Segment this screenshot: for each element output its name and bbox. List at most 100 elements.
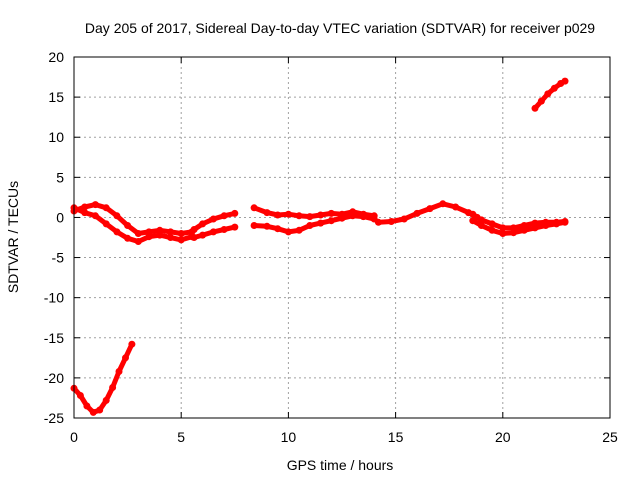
series-trace <box>71 202 195 236</box>
data-point <box>250 222 258 229</box>
data-point <box>76 392 84 399</box>
x-tick-label: 20 <box>495 429 511 445</box>
data-point <box>209 228 217 236</box>
data-point <box>306 213 314 221</box>
data-point <box>263 222 271 230</box>
y-tick-label: 5 <box>56 169 64 185</box>
plot-frame <box>73 56 611 419</box>
data-point <box>295 212 303 220</box>
data-point <box>145 228 153 236</box>
data-point <box>359 213 367 221</box>
x-tick-label: 0 <box>70 429 78 445</box>
y-tick-label: 20 <box>48 49 64 65</box>
data-point <box>544 90 552 98</box>
data-point <box>134 238 142 245</box>
data-point <box>387 218 395 225</box>
data-point <box>167 234 174 241</box>
y-axis-ticks: -25 -20 -15 -10 -5 0 5 10 15 20 <box>44 49 610 426</box>
data-point <box>306 222 314 229</box>
data-point <box>220 212 228 220</box>
y-tick-label: 10 <box>48 129 64 145</box>
data-point <box>231 209 239 217</box>
data-point <box>102 396 110 404</box>
data-point <box>413 209 421 217</box>
data-point <box>510 224 517 232</box>
data-point <box>134 230 142 237</box>
data-point <box>274 211 282 219</box>
data-point <box>209 215 217 223</box>
data-point <box>122 354 129 362</box>
data-point <box>531 219 539 227</box>
data-point <box>542 222 550 229</box>
data-point <box>102 220 110 228</box>
data-point <box>190 226 198 233</box>
data-point <box>81 209 89 217</box>
data-point <box>284 210 292 218</box>
x-tick-label: 5 <box>177 429 185 445</box>
data-point <box>113 228 121 236</box>
data-point <box>561 218 569 226</box>
data-point <box>263 209 271 217</box>
data-point <box>477 222 485 229</box>
data-point <box>124 234 132 242</box>
data-point <box>520 222 528 229</box>
data-point <box>177 230 185 237</box>
x-axis-label: GPS time / hours <box>287 457 394 473</box>
y-tick-label: -20 <box>44 370 64 386</box>
data-point <box>550 84 558 92</box>
y-axis-label: SDTVAR / TECUs <box>5 181 21 293</box>
data-point <box>349 212 357 220</box>
data-point <box>109 384 117 391</box>
data-point <box>89 408 97 416</box>
data-point <box>199 231 207 239</box>
data-point <box>426 205 434 213</box>
data-point <box>531 104 539 112</box>
data-point <box>499 230 507 237</box>
data-point <box>510 229 517 237</box>
x-tick-label: 15 <box>388 429 404 445</box>
data-point <box>199 220 207 228</box>
series-trace <box>71 205 195 244</box>
data-point <box>220 226 228 233</box>
data-point <box>156 231 164 239</box>
y-tick-label: -15 <box>44 330 64 346</box>
data-point <box>452 203 460 211</box>
data-point <box>167 228 174 236</box>
data-point <box>327 209 335 217</box>
data-point <box>488 226 496 234</box>
data-point <box>561 77 569 85</box>
data-point <box>113 212 121 220</box>
data-point <box>250 204 258 212</box>
data-point <box>295 226 303 234</box>
series-trace <box>470 218 568 236</box>
data-point <box>284 228 292 236</box>
data-point <box>327 217 335 225</box>
data-points <box>70 77 569 416</box>
data-point <box>477 216 485 224</box>
data-point <box>124 222 132 229</box>
data-point <box>83 402 91 410</box>
data-point <box>128 340 136 348</box>
data-point <box>156 226 164 234</box>
data-point <box>91 212 99 220</box>
y-tick-label: -25 <box>44 410 64 426</box>
y-tick-label: -10 <box>44 290 64 306</box>
data-point <box>91 201 99 209</box>
grid <box>74 57 610 418</box>
data-point <box>190 234 198 241</box>
data-point <box>96 406 104 414</box>
data-point <box>231 223 239 231</box>
data-point <box>469 217 477 225</box>
data-point <box>537 97 545 105</box>
data-point <box>488 220 496 228</box>
series-trace <box>71 341 135 415</box>
data-point <box>400 215 408 223</box>
data-point <box>531 224 539 232</box>
y-tick-label: 0 <box>56 209 64 225</box>
data-point <box>317 211 325 219</box>
y-tick-label: 15 <box>48 89 64 105</box>
data-point <box>499 224 507 232</box>
data-point <box>102 204 110 212</box>
data-point <box>115 368 123 375</box>
